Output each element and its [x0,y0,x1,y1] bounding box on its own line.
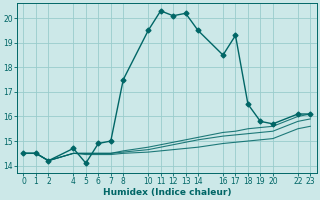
X-axis label: Humidex (Indice chaleur): Humidex (Indice chaleur) [103,188,231,197]
